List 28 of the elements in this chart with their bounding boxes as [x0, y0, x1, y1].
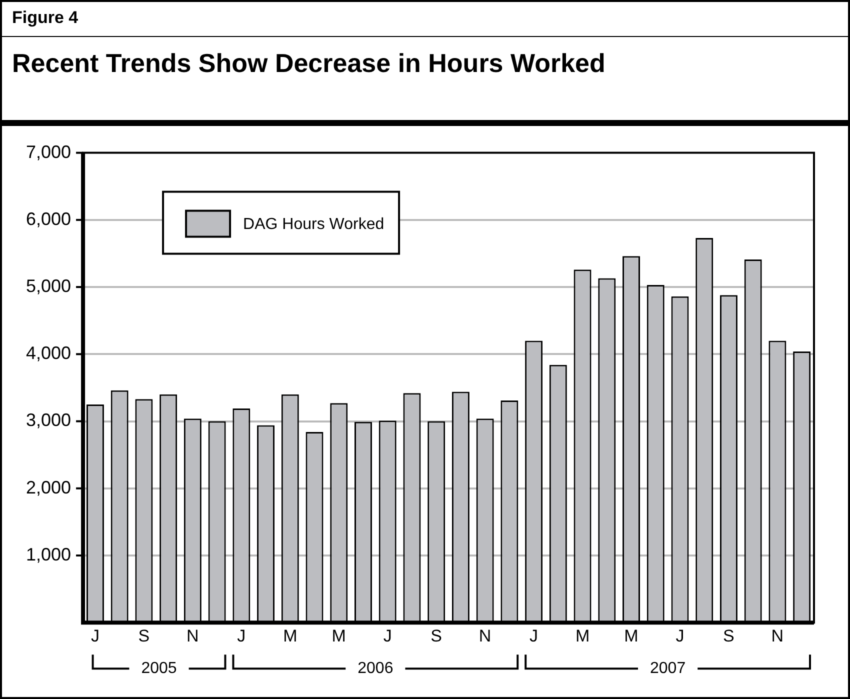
x-tick-label: M	[575, 626, 590, 646]
x-tick-label: J	[676, 626, 684, 646]
chart-subtitle: Figure 4	[12, 8, 78, 28]
x-tick-label: M	[283, 626, 298, 646]
x-tick-label: N	[771, 626, 784, 646]
text: 2007	[650, 660, 686, 678]
x-tick-label: S	[430, 626, 442, 646]
y-tick-label: 2,000	[26, 477, 72, 498]
x-tick-label: J	[530, 626, 538, 646]
chart-title: Recent Trends Show Decrease in Hours Worked	[12, 48, 606, 79]
y-tick-label: 4,000	[26, 343, 72, 364]
x-tick-label: J	[90, 626, 100, 646]
y-tick-label: 5,000	[26, 276, 72, 296]
text: 2005	[141, 660, 177, 678]
x-tick-label: J	[383, 626, 392, 646]
text: 2006	[358, 660, 394, 678]
x-tick-label: S	[138, 626, 150, 646]
x-tick-label: M	[332, 626, 346, 646]
y-tick-label: 7,000	[26, 142, 72, 162]
x-tick-label: S	[723, 626, 734, 646]
legend-label: DAG Hours Worked	[243, 216, 384, 234]
y-tick-label: 1,000	[26, 544, 72, 564]
x-tick-label: N	[186, 626, 199, 646]
y-tick-label: 6,000	[26, 208, 72, 229]
y-tick-label: 3,000	[26, 410, 72, 430]
x-tick-label: N	[478, 626, 492, 646]
x-tick-label: M	[624, 626, 638, 646]
x-tick-label: J	[237, 626, 246, 646]
